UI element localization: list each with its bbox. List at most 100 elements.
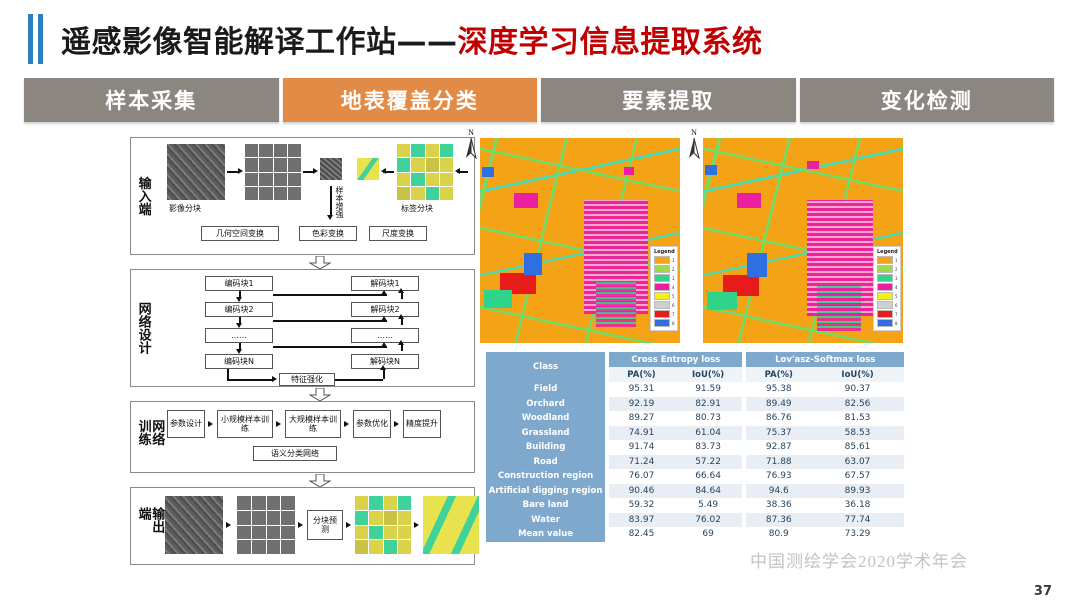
- cell-lv-iou: 63.07: [811, 454, 904, 469]
- map-cross-entropy: N Legend 1 2 3 4 5 6 7 8: [460, 128, 680, 350]
- cell-lv-pa: 89.49: [746, 396, 812, 411]
- legend-label: 7: [895, 311, 898, 317]
- arrow-src-to-grid: [227, 171, 239, 173]
- table-row: Water 83.97 76.02 87.36 77.74: [486, 512, 904, 527]
- cell-lv-iou: 90.37: [811, 382, 904, 397]
- row-label: Artificial digging region: [486, 483, 606, 498]
- feature-enhance-box: 特征强化: [279, 373, 335, 386]
- stage-network-design: 网络设计 编码块1 编码块2 …… 编码块N 解码块1 解码块2 …… 解码块N…: [130, 269, 475, 387]
- legend-item: 7: [654, 310, 675, 318]
- arrow-head-icon: [298, 522, 303, 528]
- output-merged-label-map: [423, 496, 479, 554]
- table-spacer: [742, 367, 747, 382]
- classification-map-image: [703, 138, 903, 343]
- legend-label: 8: [672, 320, 675, 326]
- legend-label: 8: [895, 320, 898, 326]
- tab-feature-extraction[interactable]: 要素提取: [541, 78, 796, 122]
- cell-ce-iou: 82.91: [673, 396, 743, 411]
- tile-prediction-label: 分块预测: [313, 515, 337, 534]
- arrow-head-icon: [381, 290, 387, 295]
- table-spacer: [742, 469, 747, 484]
- accent-bar-1: [28, 14, 33, 64]
- title-accent-bars: [28, 13, 43, 65]
- row-label: Woodland: [486, 411, 606, 426]
- legend-swatch: [654, 283, 670, 291]
- table-spacer: [605, 352, 610, 367]
- decoder-block-2: 解码块2: [351, 302, 419, 317]
- north-arrow-icon: N: [462, 128, 480, 159]
- arrow-head-icon: [327, 215, 333, 220]
- tab-change-detection[interactable]: 变化检测: [799, 78, 1054, 122]
- legend-swatch: [877, 319, 893, 327]
- arrow-head-icon: [208, 421, 213, 427]
- legend-swatch: [654, 310, 670, 318]
- tab-label: 要素提取: [622, 89, 715, 113]
- title-main-text: 遥感影像智能解译工作站——: [61, 25, 458, 60]
- table-spacer: [742, 440, 747, 455]
- table-spacer: [605, 498, 610, 513]
- legend-item: 6: [877, 301, 898, 309]
- cell-lv-pa: 76.93: [746, 469, 812, 484]
- legend-swatch: [654, 274, 670, 282]
- arrow-decn-dec-mid: [401, 343, 403, 351]
- legend-swatch: [877, 301, 893, 309]
- row-label: Mean value: [486, 527, 606, 542]
- table-header-lv-pa: PA(%): [746, 367, 812, 382]
- legend-item: 4: [877, 283, 898, 291]
- cell-lv-pa: 92.87: [746, 440, 812, 455]
- legend-label: 1: [672, 257, 675, 263]
- legend-item: 7: [877, 310, 898, 318]
- arrow-enhance-to-decn: [335, 379, 383, 381]
- image-tile-grid: [245, 144, 301, 200]
- legend-swatch: [654, 256, 670, 264]
- cell-ce-iou: 80.73: [673, 411, 743, 426]
- table-header-row-1: Class Cross Entropy loss Lov'asz-Softmax…: [486, 352, 904, 382]
- legend-item: 8: [654, 319, 675, 327]
- legend-item: 4: [654, 283, 675, 291]
- stage-network-training: 网络训练 参数设计 小规模样本训练 大规模样本训练 参数优化 精度提升 语义分类…: [130, 401, 475, 473]
- page-title: 遥感影像智能解译工作站——深度学习信息提取系统: [0, 8, 1080, 70]
- legend-label: 4: [672, 284, 675, 290]
- stage-input-label: 输入端: [135, 176, 151, 216]
- arrow-dec2-dec1: [401, 291, 403, 299]
- label-tile-grid: [397, 144, 453, 200]
- cell-ce-iou: 83.73: [673, 440, 743, 455]
- arrow-head-icon: [381, 316, 387, 321]
- cell-ce-pa: 95.31: [609, 382, 674, 397]
- row-label: Bare land: [486, 498, 606, 513]
- cell-ce-iou: 5.49: [673, 498, 743, 513]
- arrow-encn-down: [227, 369, 229, 379]
- table-spacer: [742, 454, 747, 469]
- north-label: N: [691, 128, 697, 137]
- table-spacer: [605, 483, 610, 498]
- title-highlight-text: 深度学习信息提取系统: [457, 25, 763, 60]
- legend-item: 1: [654, 256, 675, 264]
- cell-ce-pa: 76.07: [609, 469, 674, 484]
- legend-item: 8: [877, 319, 898, 327]
- table-row: Grassland 74.91 61.04 75.37 58.53: [486, 425, 904, 440]
- table-spacer: [605, 382, 610, 397]
- caption-label-tiles: 标签分块: [401, 204, 433, 213]
- tab-landcover-classification[interactable]: 地表覆盖分类: [282, 78, 537, 122]
- cell-ce-iou: 76.02: [673, 512, 743, 527]
- tab-sample-collection[interactable]: 样本采集: [24, 78, 279, 122]
- north-label: N: [468, 128, 474, 137]
- cell-lv-iou: 58.53: [811, 425, 904, 440]
- cell-ce-pa: 71.24: [609, 454, 674, 469]
- classification-map-image: [480, 138, 680, 343]
- encoder-block-n: 编码块N: [205, 354, 273, 369]
- stage-connector-3: [309, 474, 331, 489]
- map-legend: Legend 1 2 3 4 5 6 7 8: [650, 246, 678, 331]
- row-label: Road: [486, 454, 606, 469]
- source-image-thumb: [167, 144, 225, 200]
- arrow-head-icon: [236, 297, 242, 302]
- cell-ce-pa: 74.91: [609, 425, 674, 440]
- arrow-to-enhance: [227, 379, 273, 381]
- augment-label: 样本增强: [335, 186, 344, 218]
- output-label-tile-grid: [355, 496, 411, 554]
- single-image-sample: [320, 158, 342, 180]
- cell-lv-pa: 71.88: [746, 454, 812, 469]
- arrow-head-icon: [381, 342, 387, 347]
- cell-ce-iou: 84.64: [673, 483, 743, 498]
- cell-lv-pa: 95.38: [746, 382, 812, 397]
